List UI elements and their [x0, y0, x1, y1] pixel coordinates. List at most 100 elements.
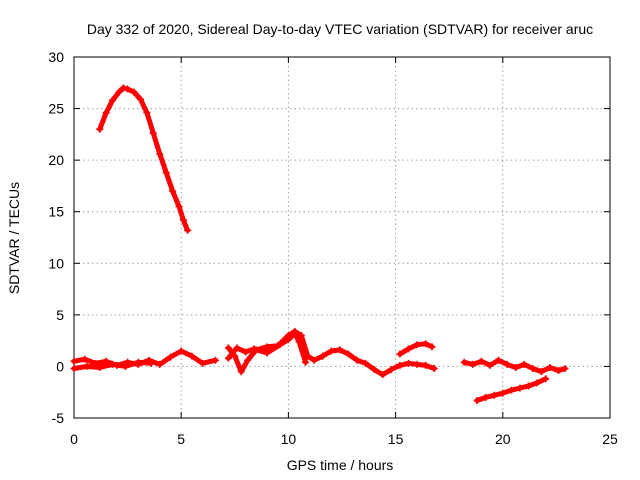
data-point [199, 359, 207, 367]
y-tick-label: 5 [56, 307, 64, 323]
data-point [353, 356, 361, 364]
data-point [147, 359, 155, 367]
data-point [525, 382, 533, 390]
data-point [284, 336, 292, 344]
data-point [109, 360, 117, 368]
data-point [291, 329, 299, 337]
data-point [276, 341, 284, 349]
data-point [533, 379, 541, 387]
data-point [546, 363, 554, 371]
data-point [336, 346, 344, 354]
data-point [413, 341, 421, 349]
axis-ticks [73, 56, 611, 419]
data-point [162, 169, 170, 177]
data-point [422, 340, 430, 348]
y-tick-label: 0 [56, 358, 64, 374]
data-point [499, 389, 507, 397]
data-point [96, 125, 104, 133]
data-point [177, 347, 185, 355]
y-axis-label: SDTVAR / TECUs [6, 182, 22, 294]
data-point [495, 356, 503, 364]
x-tick-label: 15 [388, 431, 404, 447]
data-point [428, 343, 436, 351]
data-point [404, 359, 412, 367]
data-point [244, 356, 252, 364]
data-point [302, 358, 310, 366]
data-point [362, 359, 370, 367]
data-point [115, 88, 123, 96]
data-point [327, 347, 335, 355]
data-point [295, 338, 303, 346]
data-point [486, 361, 494, 369]
data-point [242, 348, 250, 356]
data-point [396, 361, 404, 369]
data-point [188, 352, 196, 360]
y-tick-labels: -5 0 5 10 15 20 25 30 [48, 49, 64, 426]
data-point [319, 352, 327, 360]
data-series [70, 84, 569, 404]
data-point [507, 386, 515, 394]
data-point [477, 357, 485, 365]
data-point [490, 391, 498, 399]
data-point [529, 364, 537, 372]
chart-title: Day 332 of 2020, Sidereal Day-to-day VTE… [87, 21, 593, 37]
x-tick-label: 5 [177, 431, 185, 447]
series-arc-high [97, 85, 191, 233]
series-baseline-2b [225, 330, 309, 365]
x-tick-label: 20 [495, 431, 511, 447]
data-point [561, 364, 569, 372]
data-point [212, 356, 220, 364]
y-tick-label: -5 [52, 410, 65, 426]
y-tick-label: 20 [48, 152, 64, 168]
data-point [387, 366, 395, 374]
data-point [237, 368, 245, 376]
plot-area [73, 56, 611, 419]
data-point [224, 344, 232, 352]
data-point [555, 367, 563, 375]
x-tick-labels: 0 5 10 15 20 25 [70, 431, 618, 447]
data-point [224, 354, 232, 362]
data-point [102, 109, 110, 117]
data-point [156, 360, 164, 368]
data-point [136, 95, 144, 103]
data-point [460, 358, 468, 366]
data-point [121, 362, 129, 370]
data-point [396, 350, 404, 358]
data-point [124, 85, 132, 93]
data-point [156, 150, 164, 158]
data-point [166, 353, 174, 361]
data-point [130, 88, 138, 96]
data-point [344, 350, 352, 358]
data-point [81, 355, 89, 363]
y-tick-label: 30 [48, 49, 64, 65]
data-point [184, 226, 192, 234]
data-point [70, 364, 78, 372]
data-point [482, 393, 490, 401]
data-point [263, 349, 271, 357]
y-tick-label: 10 [48, 255, 64, 271]
data-point [310, 356, 318, 364]
data-point [109, 96, 117, 104]
data-point [516, 384, 524, 392]
data-point [149, 129, 157, 137]
data-point [413, 360, 421, 368]
data-point [175, 203, 183, 211]
data-point [119, 84, 127, 92]
data-point [250, 345, 258, 353]
data-point [134, 358, 142, 366]
data-point [370, 366, 378, 374]
data-point [179, 216, 187, 224]
data-point [404, 345, 412, 353]
data-point [379, 371, 387, 379]
data-point [233, 344, 241, 352]
data-point [542, 375, 550, 383]
data-point [473, 396, 481, 404]
data-point [430, 364, 438, 372]
data-point [537, 368, 545, 376]
x-tick-label: 0 [70, 431, 78, 447]
data-point [70, 357, 78, 365]
data-point [422, 361, 430, 369]
x-tick-label: 10 [281, 431, 297, 447]
data-point [503, 360, 511, 368]
data-point [169, 187, 177, 195]
